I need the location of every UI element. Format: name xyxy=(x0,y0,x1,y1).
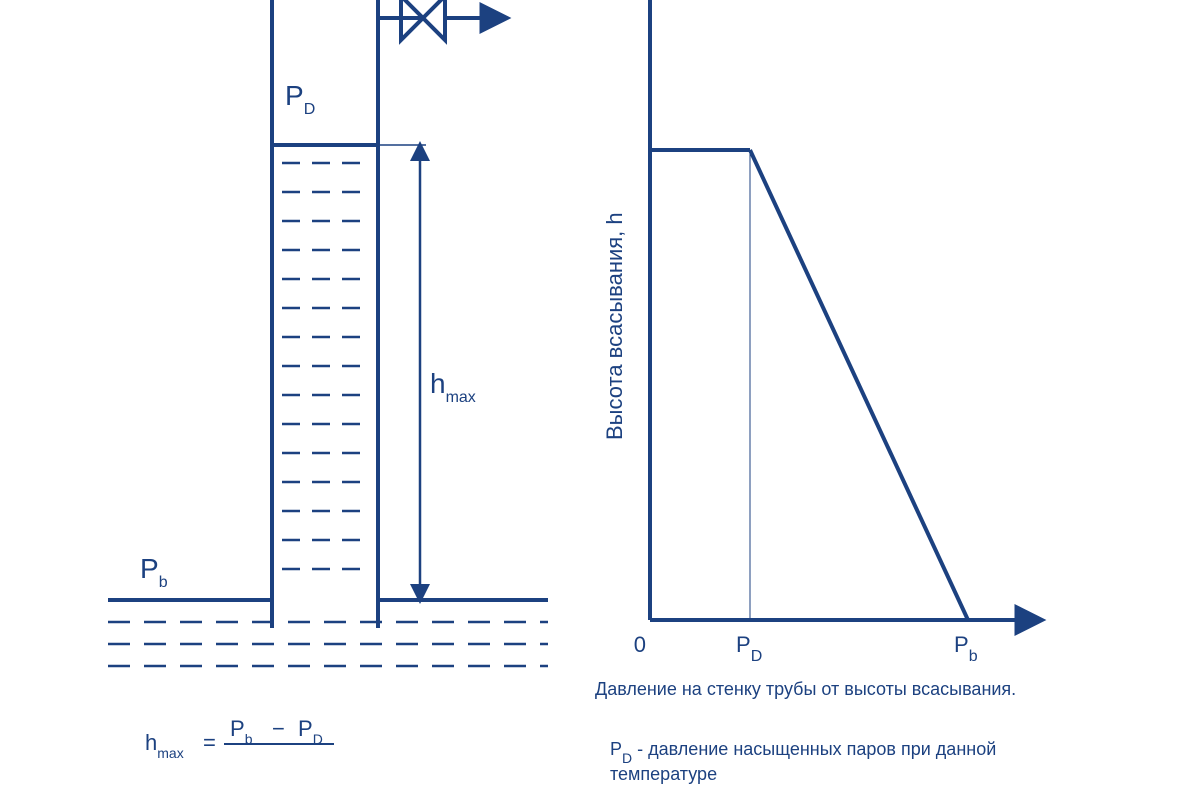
svg-text:PD: PD xyxy=(285,80,315,118)
svg-text:Pb: Pb xyxy=(140,553,168,591)
svg-text:температуре: температуре xyxy=(610,764,717,784)
svg-text:=: = xyxy=(203,730,216,755)
svg-text:Pb: Pb xyxy=(954,632,978,665)
svg-text:Давление на стенку трубы от вы: Давление на стенку трубы от высоты всасы… xyxy=(595,679,1016,699)
svg-text:Высота всасывания, h: Высота всасывания, h xyxy=(602,212,627,440)
svg-text:Pb: Pb xyxy=(230,716,253,747)
svg-text:0: 0 xyxy=(634,632,646,657)
svg-text:hmax: hmax xyxy=(430,368,476,406)
svg-text:−: − xyxy=(272,716,285,741)
svg-text:PD - давление насыщенных паров: PD - давление насыщенных паров при данно… xyxy=(610,739,996,766)
svg-text:hmax: hmax xyxy=(145,730,184,761)
suction-height-diagram: PD Pb hmax 0 PD Pb Высота всасывания, h Давлени… xyxy=(0,0,1200,800)
svg-text:PD: PD xyxy=(736,632,762,665)
svg-text:PD: PD xyxy=(298,716,323,747)
